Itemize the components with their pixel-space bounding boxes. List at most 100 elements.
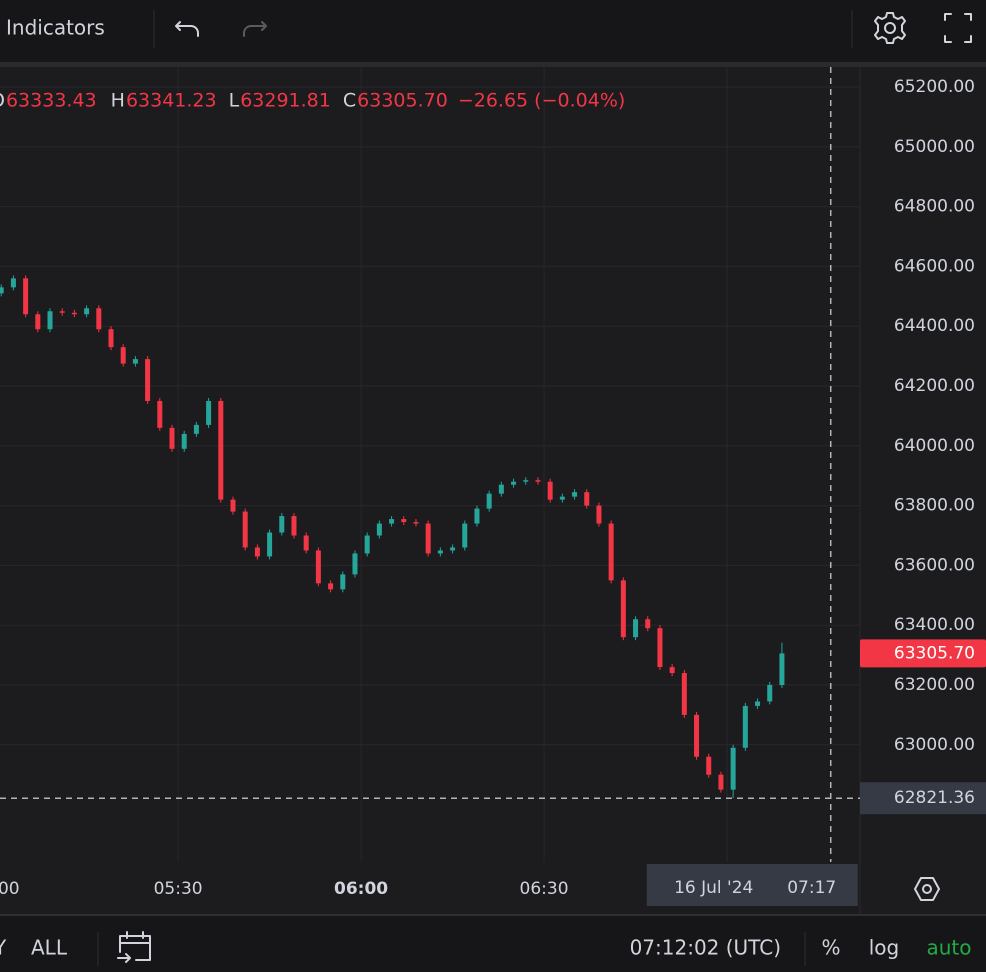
candle-body [596,505,602,524]
candle-body [633,619,639,638]
y-tick-label: 64000.00 [894,436,975,456]
candle-body [437,550,443,554]
candle-body [230,499,236,512]
candle-body [779,653,785,686]
toolbar-separator [0,62,986,67]
calendar-icon [117,931,151,963]
legend-l-label: L [229,90,240,112]
candle-body [535,480,541,482]
y-tick-label: 65200.00 [894,77,975,97]
y-tick-label: 64800.00 [894,197,975,217]
y-tick-label: 64200.00 [894,376,975,396]
redo-icon [243,21,267,37]
candle-body [279,516,285,533]
undo-icon [175,21,199,37]
x-tick-label: 06:30 [520,879,569,899]
candle-body [254,547,260,557]
candle-body [547,481,553,500]
candle-body [572,492,578,497]
log-toggle[interactable]: log [869,936,900,960]
candle-body [657,628,663,668]
candle-body [498,484,504,494]
indicators-button[interactable]: Indicators [6,16,105,40]
candle-body [620,580,626,638]
candle-body [462,523,468,548]
candle-body [169,427,175,449]
candle-body [755,701,761,706]
candle-body [0,287,4,294]
candle-body [291,516,297,536]
legend-change: −26.65 (−0.04%) [458,90,625,112]
candle-body [559,496,565,500]
hex-center [922,884,932,894]
gear-center [884,22,896,34]
candle-body [669,667,675,674]
hex-icon [914,877,940,901]
candle-body [10,278,16,288]
grid [0,67,860,862]
candle-body [584,492,590,506]
y-tick-label: 64600.00 [894,256,975,276]
candle-body [132,359,138,364]
legend-h-label: H [111,90,125,112]
candle-body [681,673,687,715]
top-toolbar [0,0,986,62]
candle-body [767,685,773,702]
candles [0,275,785,799]
candle-body [59,311,65,313]
fullscreen-button[interactable] [944,13,972,43]
candle-body [413,522,419,524]
crosshair-date: 16 Jul '24 [674,878,753,898]
x-tick-label: 05:30 [154,879,203,899]
bottom-bar [0,915,986,972]
candle-body [23,278,29,315]
candle-body [242,511,248,548]
legend-l: 63291.81 [240,90,331,112]
settings-button[interactable] [874,12,906,44]
low-price-badge [860,782,986,815]
y-tick-label: 63400.00 [894,615,975,635]
candle-body [71,312,77,315]
candle-body [47,311,53,330]
low-price-label: 62821.36 [894,788,975,808]
undo-button[interactable] [175,21,199,37]
candle-body [218,400,224,500]
candle-body [340,574,346,590]
candle-body [401,519,407,523]
y-tick-label: 63200.00 [894,675,975,695]
legend-o: 63333.43 [6,90,97,112]
y-tick-label: 65000.00 [894,137,975,157]
candle-body [364,535,370,554]
candle-body [206,400,212,425]
legend-h: 63341.23 [126,90,217,112]
gear-outline [874,12,906,44]
time-axis-settings[interactable] [914,877,940,901]
range-button[interactable]: Y [0,936,7,960]
candle-body [267,532,273,557]
candle-body [193,424,199,434]
candle-body [608,523,614,581]
candle-body [352,553,358,575]
candle-body [742,705,748,748]
auto-toggle[interactable]: auto [926,936,971,960]
candle-body [35,314,41,330]
candle-body [389,519,395,524]
x-tick-label: 06:00 [334,879,388,899]
legend-c: 63305.70 [357,90,448,112]
candle-body [425,523,431,554]
candle-body [181,433,187,449]
candle-body [108,329,114,348]
percent-toggle[interactable]: % [821,936,840,960]
candle-body [450,547,456,551]
goto-date-button[interactable] [117,931,151,963]
y-tick-label: 63000.00 [894,735,975,755]
axes: 63000.00 63200.00 63400.00 63600.00 63800.00… [0,77,986,906]
candle-body [120,347,126,364]
candle-body [84,308,90,315]
candle-body [328,583,334,590]
crosshair-time: 07:17 [787,878,836,898]
redo-button[interactable] [243,21,267,37]
range-all-button[interactable]: ALL [31,936,68,960]
